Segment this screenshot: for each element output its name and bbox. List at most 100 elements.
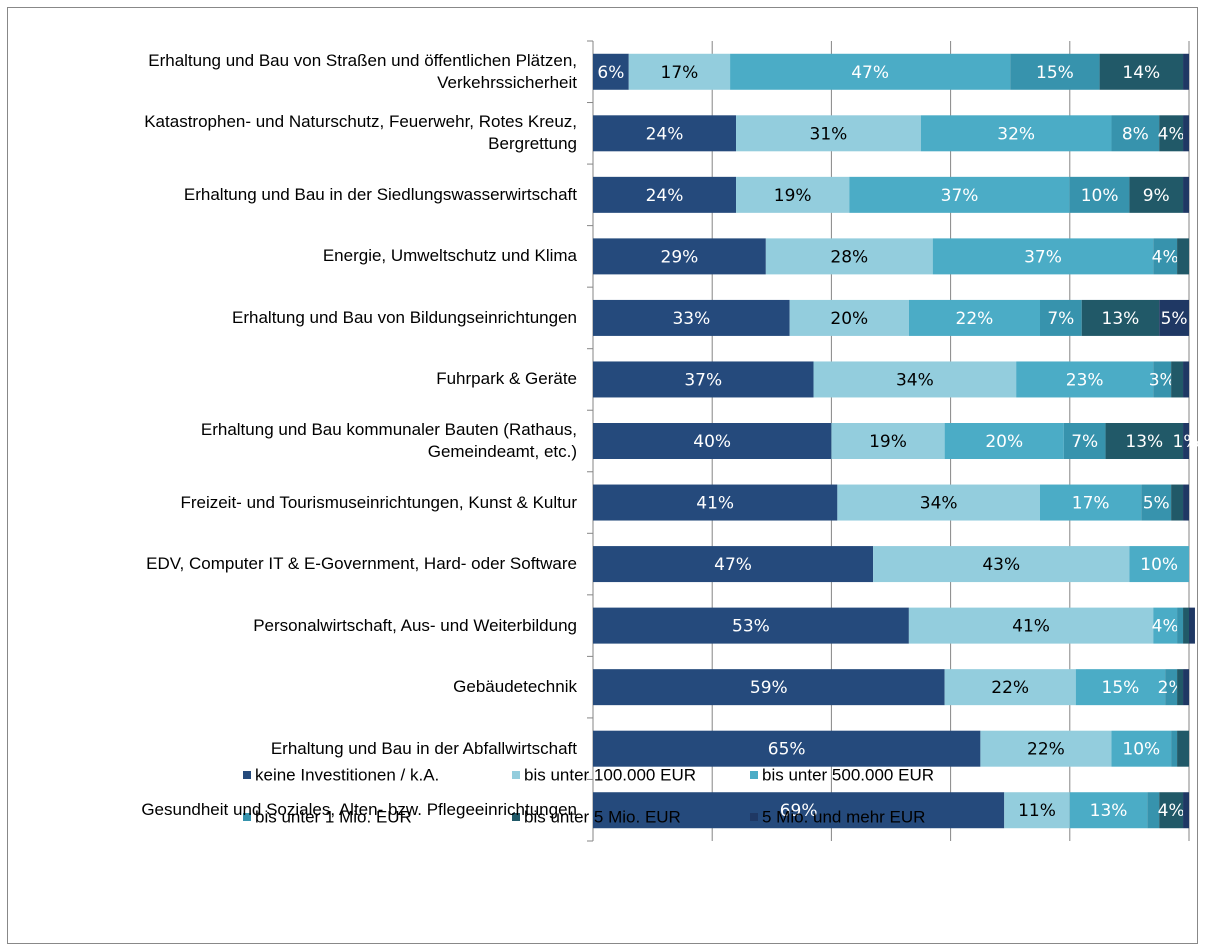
- bar-segment: [980, 730, 1112, 767]
- legend-swatch: [750, 771, 758, 779]
- data-label: 3%: [1149, 370, 1176, 390]
- bar-segment: [730, 53, 1011, 90]
- data-label: 22%: [1027, 740, 1065, 760]
- bar-segment: [1183, 53, 1189, 90]
- bar-segment: [1183, 484, 1189, 521]
- bar-segment: [920, 115, 1112, 152]
- bar-segment: [1129, 176, 1184, 213]
- data-label: 15%: [1036, 63, 1074, 83]
- bar-segment: [1189, 607, 1195, 644]
- bar-segment: [593, 669, 945, 706]
- data-label: 13%: [1125, 432, 1163, 452]
- data-label: 10%: [1122, 740, 1160, 760]
- data-label: 29%: [661, 247, 699, 267]
- data-label: 34%: [920, 494, 958, 514]
- bar-segment: [1183, 669, 1189, 706]
- data-label: 23%: [1066, 370, 1104, 390]
- legend-swatch: [750, 813, 758, 821]
- data-label: 20%: [830, 309, 868, 329]
- category-label: Gebäudetechnik: [453, 677, 577, 697]
- bar-segment: [1081, 299, 1160, 336]
- data-label: 37%: [941, 186, 979, 206]
- category-label: Erhaltung und Bau von Bildungseinrichtun…: [232, 307, 577, 327]
- bar-segment: [593, 176, 737, 213]
- bar-segment: [1069, 176, 1130, 213]
- bar-segment: [765, 238, 933, 275]
- bar-segment: [1129, 546, 1189, 583]
- data-label: 24%: [646, 186, 684, 206]
- bar-segment: [736, 115, 921, 152]
- bar-segment: [1183, 792, 1189, 829]
- bar-segment: [1165, 669, 1178, 706]
- bar-segment: [1183, 607, 1189, 644]
- data-label: 59%: [750, 678, 788, 698]
- legend-label: bis unter 1 Mio. EUR: [255, 807, 412, 826]
- bar-segment: [593, 546, 874, 583]
- data-label: 17%: [661, 63, 699, 83]
- data-label: 9%: [1143, 186, 1170, 206]
- bar-segment: [1183, 423, 1189, 459]
- bar-segment: [908, 607, 1154, 644]
- bar-segment: [944, 423, 1064, 459]
- data-label: 41%: [1012, 617, 1050, 637]
- data-label: 14%: [1122, 63, 1160, 83]
- bar-segment: [873, 546, 1130, 583]
- bar-segment: [1177, 607, 1184, 644]
- data-label: 15%: [1102, 678, 1140, 698]
- bar-segment: [1111, 115, 1160, 152]
- bar-segment: [1153, 361, 1172, 398]
- data-label: 19%: [869, 432, 907, 452]
- bar-segment: [1171, 484, 1184, 521]
- data-label: 6%: [597, 63, 624, 83]
- category-label: Fuhrpark & Geräte: [436, 369, 577, 389]
- data-label: 7%: [1071, 432, 1098, 452]
- bar-segment: [593, 484, 838, 521]
- bar-segment: [1171, 730, 1178, 767]
- bar-segment: [1099, 53, 1184, 90]
- data-label: 37%: [1024, 247, 1062, 267]
- legend-label: 5 Mio. und mehr EUR: [762, 807, 925, 826]
- legend-swatch: [243, 771, 251, 779]
- bar-segment: [1159, 299, 1189, 336]
- category-label: Erhaltung und Bau in der Abfallwirtschaf…: [270, 738, 577, 758]
- data-label: 40%: [693, 432, 731, 452]
- bar-segment: [593, 730, 981, 767]
- data-label: 11%: [1018, 801, 1056, 821]
- data-label: 41%: [696, 494, 734, 514]
- data-label: 10%: [1140, 555, 1178, 575]
- bar-segment: [1063, 423, 1106, 459]
- data-label: 10%: [1081, 186, 1119, 206]
- bar-segment: [1147, 792, 1160, 829]
- bar-segment: [1183, 176, 1189, 213]
- data-label: 34%: [896, 370, 934, 390]
- data-label: 20%: [985, 432, 1023, 452]
- data-label: 5%: [1161, 309, 1188, 329]
- data-label: 31%: [810, 124, 848, 144]
- legend-swatch: [243, 813, 251, 821]
- category-label: Energie, Umweltschutz und Klima: [322, 246, 577, 266]
- bar-segment: [837, 484, 1040, 521]
- bar-segment: [1141, 484, 1172, 521]
- bar-segment: [908, 299, 1040, 336]
- bar-segment: [932, 238, 1154, 275]
- data-label: 65%: [768, 740, 806, 760]
- data-label: 22%: [956, 309, 994, 329]
- data-label: 33%: [672, 309, 710, 329]
- bar-segment: [593, 53, 629, 90]
- bar-segment: [1010, 53, 1100, 90]
- legend-label: keine Investitionen / k.A.: [255, 765, 439, 784]
- bar-segment: [813, 361, 1017, 398]
- bar-segment: [1004, 792, 1070, 829]
- bar-segment: [831, 423, 945, 459]
- bar-segment: [593, 361, 814, 398]
- data-label: 37%: [684, 370, 722, 390]
- data-label: 13%: [1102, 309, 1140, 329]
- bar-segment: [1183, 361, 1189, 398]
- bar-segment: [944, 669, 1076, 706]
- bar-segment: [1040, 484, 1142, 521]
- bar-segment: [1177, 730, 1189, 767]
- bar-segment: [593, 238, 766, 275]
- category-label: Erhaltung und Bau in der Siedlungswasser…: [183, 184, 577, 204]
